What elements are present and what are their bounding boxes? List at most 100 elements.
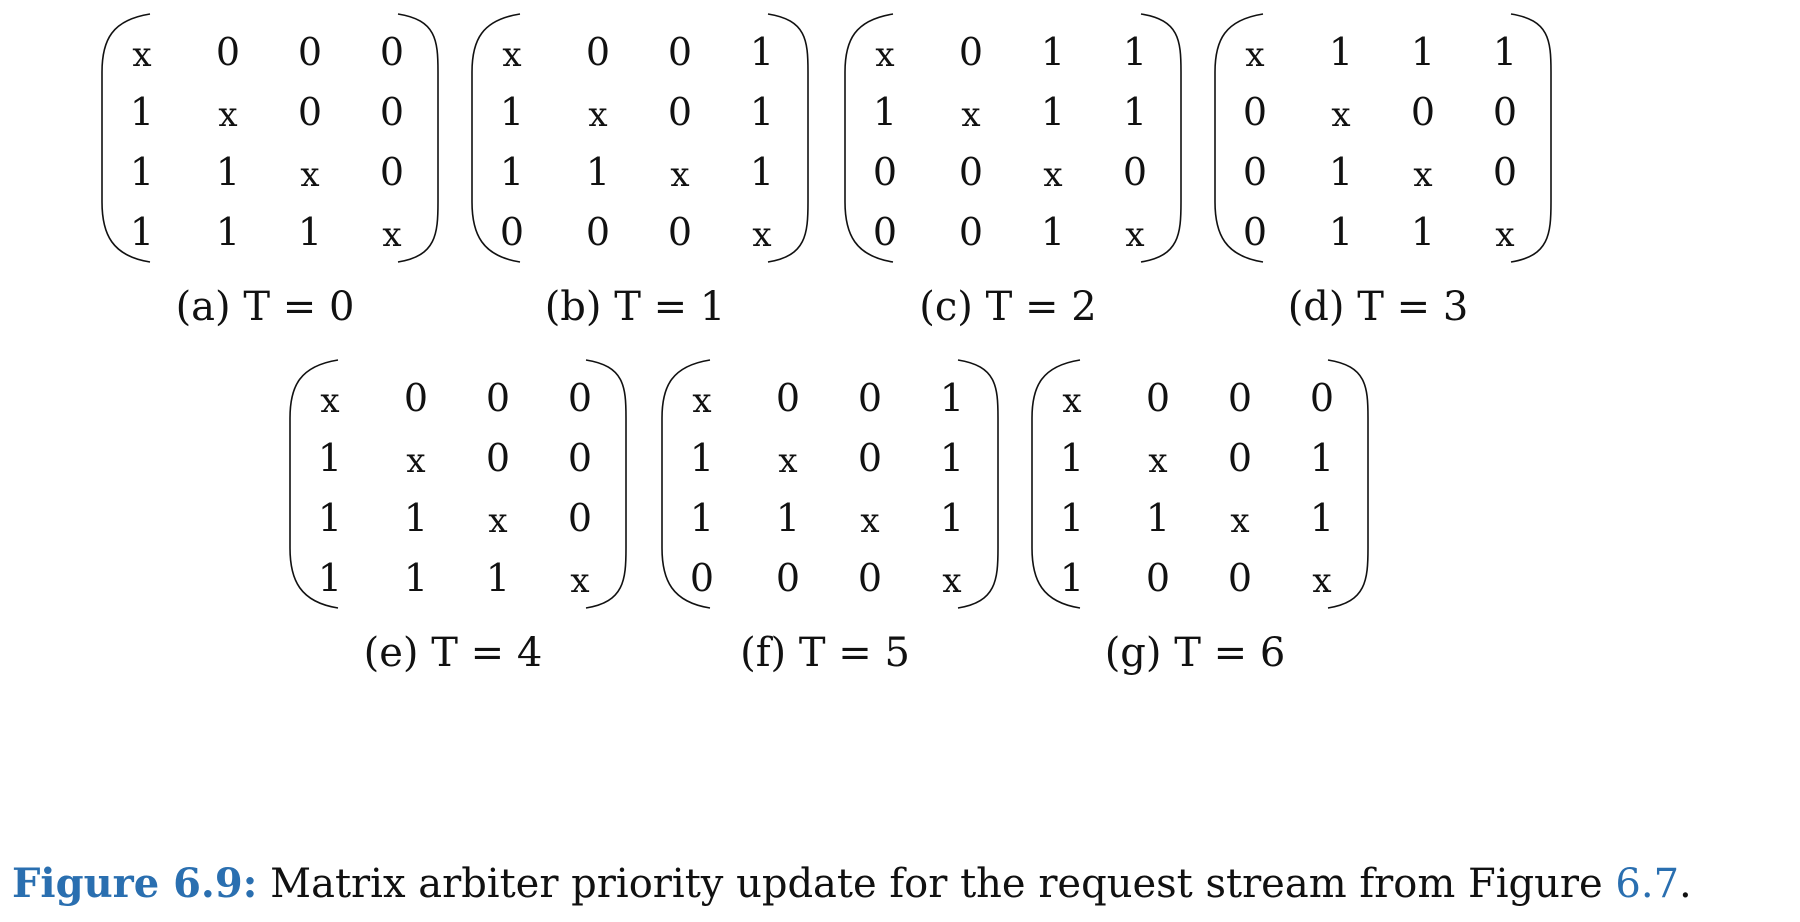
matrix-cell: x: [961, 95, 981, 135]
matrix-cell: 0: [872, 210, 898, 254]
matrix-cell: 0: [567, 496, 593, 540]
left-parenthesis: [101, 13, 151, 263]
matrix-cell: x: [692, 381, 712, 421]
matrix-cell: 0: [1145, 376, 1171, 420]
right-parenthesis: [1327, 359, 1369, 609]
matrix-cell: 1: [1309, 436, 1335, 480]
matrix-cell: 1: [939, 376, 965, 420]
matrix-cell: 0: [667, 90, 693, 134]
matrix-cell: 1: [1040, 90, 1066, 134]
matrix-cell: x: [752, 215, 772, 255]
matrix-cell: 0: [1145, 556, 1171, 600]
matrix-cell: 0: [857, 376, 883, 420]
matrix-cell: 1: [749, 30, 775, 74]
matrix-cell: 1: [1145, 496, 1171, 540]
right-parenthesis: [957, 359, 999, 609]
figure-caption-text: Matrix arbiter priority update for the r…: [257, 861, 1616, 907]
matrix-cell: 0: [775, 556, 801, 600]
matrix-cell: 1: [1309, 496, 1335, 540]
matrix-cell: 1: [129, 150, 155, 194]
subfigure-caption: (f) T = 5: [740, 630, 910, 676]
matrix-cell: 0: [667, 210, 693, 254]
matrix-cell: 1: [317, 556, 343, 600]
right-parenthesis: [397, 13, 439, 263]
matrix-b: x 0 0 1 1 x 0 1 1 1 x 1 0 0 0 x (b) T = 1: [470, 12, 860, 330]
matrix-cell: 0: [857, 436, 883, 480]
matrix-cell: x: [1245, 35, 1265, 75]
matrix-c: x 0 1 1 1 x 1 1 0 0 x 0 0 0 1 x (c) T = 2: [843, 12, 1233, 330]
matrix-cell: 0: [667, 30, 693, 74]
left-parenthesis: [289, 359, 339, 609]
matrix-cell: 0: [379, 90, 405, 134]
matrix-cell: 1: [1059, 436, 1085, 480]
figure-reference-link[interactable]: 6.7: [1615, 861, 1680, 907]
matrix-cell: 1: [689, 436, 715, 480]
right-parenthesis: [1140, 13, 1182, 263]
matrix-cell: 0: [1227, 556, 1253, 600]
figure-caption: Figure 6.9: Matrix arbiter priority upda…: [12, 860, 1692, 908]
matrix-cell: x: [1331, 95, 1351, 135]
matrix-cell: 0: [1242, 210, 1268, 254]
matrix-cell: 1: [317, 496, 343, 540]
matrix-cell: 0: [1492, 90, 1518, 134]
matrix-cell: 1: [1040, 210, 1066, 254]
matrix-cell: 1: [1328, 210, 1354, 254]
matrix-cell: x: [1043, 155, 1063, 195]
matrix-g: x 0 0 0 1 x 0 1 1 1 x 1 1 0 0 x (g) T = 6: [1030, 358, 1420, 676]
matrix-cell: 1: [939, 496, 965, 540]
matrix-cell: x: [1413, 155, 1433, 195]
right-parenthesis: [1510, 13, 1552, 263]
matrix-cell: 0: [1410, 90, 1436, 134]
subfigure-caption: (b) T = 1: [544, 284, 726, 330]
matrix-cell: 0: [872, 150, 898, 194]
matrix-cell: 1: [1410, 30, 1436, 74]
matrix-cell: x: [570, 561, 590, 601]
matrix-cell: 0: [585, 30, 611, 74]
matrix-a: x 0 0 0 1 x 0 0 1 1 x 0 1 1 1 x (a) T = 0: [100, 12, 490, 330]
matrix-cell: 0: [1242, 90, 1268, 134]
left-parenthesis: [471, 13, 521, 263]
right-parenthesis: [585, 359, 627, 609]
matrix-cell: 1: [1410, 210, 1436, 254]
matrix-cell: x: [1148, 441, 1168, 481]
matrix-cell: 0: [1227, 436, 1253, 480]
matrix-cell: x: [778, 441, 798, 481]
matrix-cell: x: [382, 215, 402, 255]
matrix-cell: 1: [129, 210, 155, 254]
matrix-cell: x: [1495, 215, 1515, 255]
matrix-cell: x: [218, 95, 238, 135]
matrix-cell: 1: [317, 436, 343, 480]
matrix-cell: 0: [1492, 150, 1518, 194]
matrix-cell: 1: [749, 90, 775, 134]
right-parenthesis: [767, 13, 809, 263]
matrix-cell: 1: [585, 150, 611, 194]
matrix-cell: 0: [1122, 150, 1148, 194]
left-parenthesis: [1214, 13, 1264, 263]
matrix-cell: 1: [1122, 90, 1148, 134]
matrix-brackets: [1031, 359, 1369, 609]
matrix-cell: 1: [1059, 556, 1085, 600]
matrix-cell: 1: [129, 90, 155, 134]
matrix-cell: x: [588, 95, 608, 135]
figure-label: Figure 6.9:: [12, 860, 258, 907]
matrix-f: x 0 0 1 1 x 0 1 1 1 x 1 0 0 0 x (f) T = 5: [660, 358, 1050, 676]
matrix-cell: 1: [499, 150, 525, 194]
matrix-cell: 0: [958, 210, 984, 254]
matrix-cell: 1: [403, 556, 429, 600]
matrix-cell: x: [502, 35, 522, 75]
matrix-brackets: [289, 359, 627, 609]
matrix-cell: x: [1230, 501, 1250, 541]
matrix-cell: 0: [297, 90, 323, 134]
matrix-brackets: [101, 13, 439, 263]
left-parenthesis: [661, 359, 711, 609]
matrix-cell: 1: [1328, 30, 1354, 74]
left-parenthesis: [1031, 359, 1081, 609]
matrix-cell: 0: [403, 376, 429, 420]
matrix-cell: 1: [689, 496, 715, 540]
subfigure-caption: (a) T = 0: [175, 284, 355, 330]
matrix-brackets: [1214, 13, 1552, 263]
subfigure-caption: (e) T = 4: [363, 630, 543, 676]
matrix-cell: 0: [485, 436, 511, 480]
matrix-cell: 1: [499, 90, 525, 134]
matrix-cell: x: [1125, 215, 1145, 255]
